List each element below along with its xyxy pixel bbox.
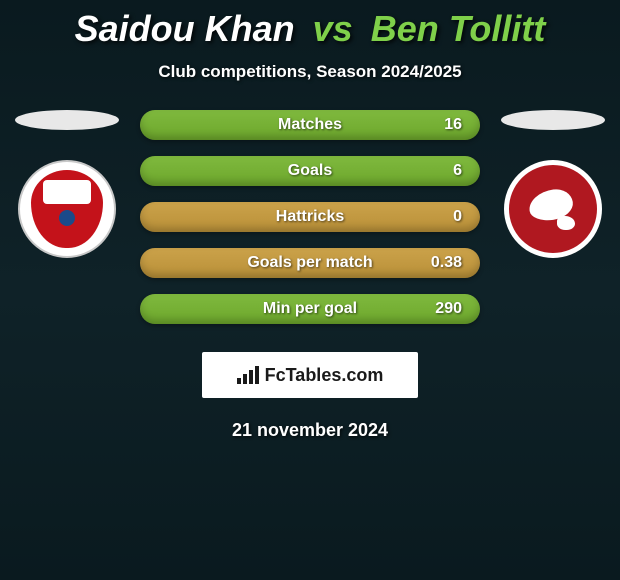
stat-bar: Hattricks 0 bbox=[140, 202, 480, 232]
player1-ellipse bbox=[15, 110, 119, 130]
stat-label: Min per goal bbox=[263, 300, 357, 318]
stat-bar: Min per goal 290 bbox=[140, 294, 480, 324]
stat-label: Goals per match bbox=[247, 254, 372, 272]
right-column bbox=[498, 110, 608, 258]
brand-text: FcTables.com bbox=[265, 365, 384, 386]
comparison-title: Saidou Khan vs Ben Tollitt bbox=[0, 0, 620, 50]
bar-chart-icon bbox=[237, 366, 259, 384]
stat-bar: Goals per match 0.38 bbox=[140, 248, 480, 278]
stat-value: 0 bbox=[453, 208, 462, 226]
stat-value: 0.38 bbox=[431, 254, 462, 272]
shield-icon bbox=[31, 170, 103, 248]
left-column bbox=[12, 110, 122, 258]
stat-value: 16 bbox=[444, 116, 462, 134]
player2-name: Ben Tollitt bbox=[371, 8, 546, 49]
stat-bars: Matches 16 Goals 6 Hattricks 0 Goals per match… bbox=[140, 110, 480, 324]
vs-label: vs bbox=[313, 8, 353, 49]
stat-label: Goals bbox=[288, 162, 332, 180]
stat-bar: Goals 6 bbox=[140, 156, 480, 186]
subtitle: Club competitions, Season 2024/2025 bbox=[0, 62, 620, 82]
stats-area: Matches 16 Goals 6 Hattricks 0 Goals per match… bbox=[0, 110, 620, 324]
stat-label: Matches bbox=[278, 116, 342, 134]
shrimp-icon bbox=[523, 186, 583, 232]
stat-label: Hattricks bbox=[276, 208, 344, 226]
brand-box: FcTables.com bbox=[202, 352, 418, 398]
player2-ellipse bbox=[501, 110, 605, 130]
stat-value: 290 bbox=[435, 300, 462, 318]
date-label: 21 november 2024 bbox=[0, 420, 620, 441]
stat-value: 6 bbox=[453, 162, 462, 180]
player2-club-crest bbox=[504, 160, 602, 258]
player1-name: Saidou Khan bbox=[75, 8, 295, 49]
player1-club-crest bbox=[18, 160, 116, 258]
stat-bar: Matches 16 bbox=[140, 110, 480, 140]
